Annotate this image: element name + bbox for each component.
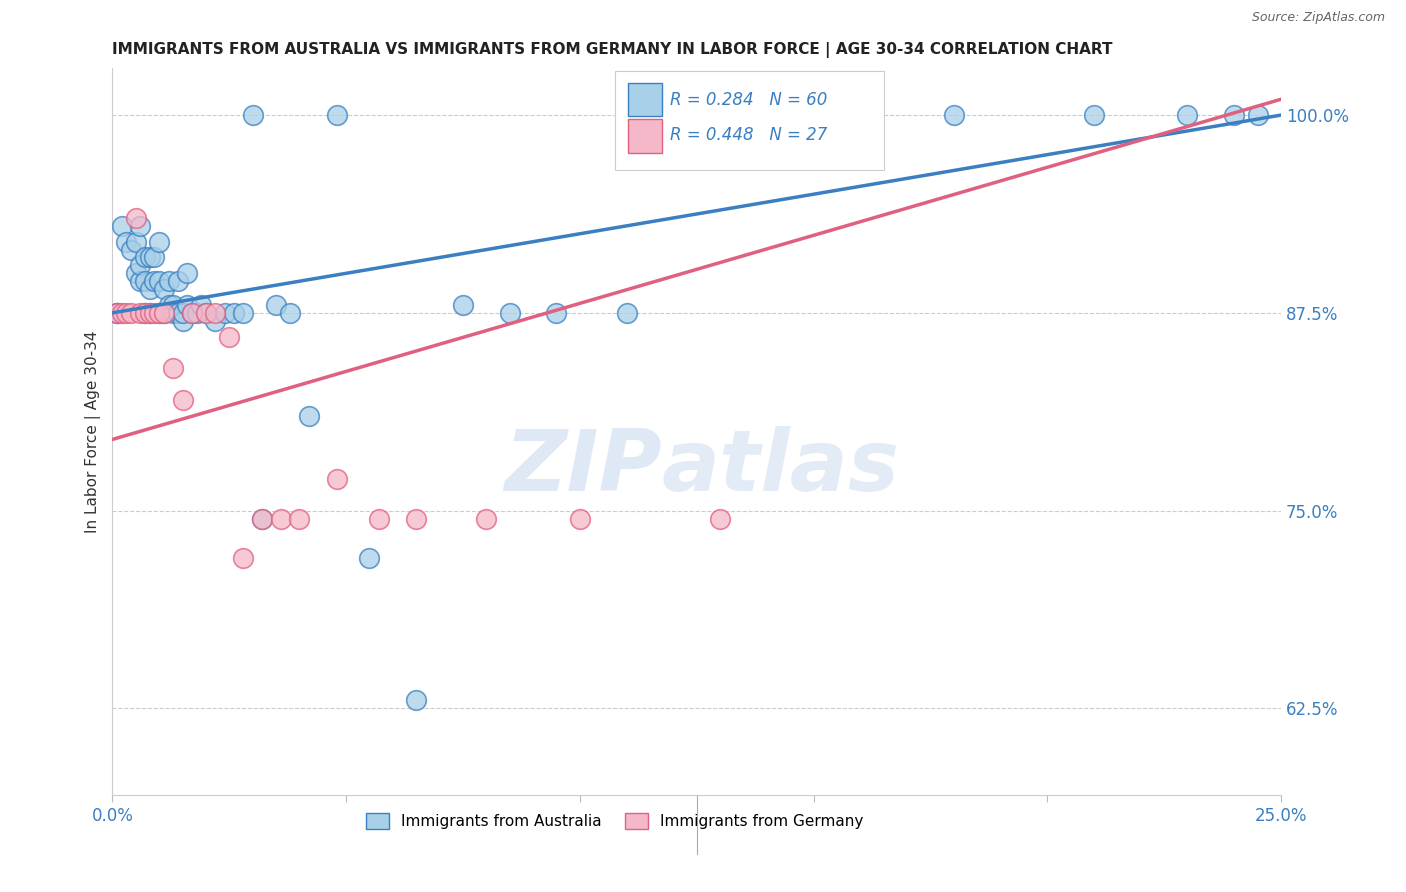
Point	[139, 251, 162, 265]
Point	[288, 511, 311, 525]
Point	[825, 108, 848, 122]
Point	[134, 251, 156, 265]
Point	[148, 306, 170, 320]
Point	[143, 251, 166, 265]
Text: Source: ZipAtlas.com: Source: ZipAtlas.com	[1251, 11, 1385, 24]
Point	[105, 306, 128, 320]
Point	[214, 306, 236, 320]
Point	[242, 108, 264, 122]
Point	[367, 511, 389, 525]
Point	[111, 219, 134, 233]
Point	[475, 511, 498, 525]
Text: atlas: atlas	[662, 426, 900, 509]
Point	[232, 306, 254, 320]
Point	[499, 306, 522, 320]
Point	[153, 282, 176, 296]
Point	[359, 551, 381, 566]
Point	[125, 211, 148, 225]
Point	[326, 472, 349, 486]
Point	[176, 266, 198, 280]
FancyBboxPatch shape	[627, 120, 662, 153]
Text: ZIP: ZIP	[503, 426, 662, 509]
Point	[162, 306, 184, 320]
Point	[129, 259, 152, 273]
Point	[1223, 108, 1246, 122]
Text: R = 0.448   N = 27: R = 0.448 N = 27	[669, 127, 827, 145]
Point	[166, 306, 188, 320]
Point	[105, 306, 128, 320]
Point	[1246, 108, 1268, 122]
Point	[270, 511, 292, 525]
Point	[143, 306, 166, 320]
Point	[162, 298, 184, 312]
Point	[264, 298, 287, 312]
Point	[616, 306, 638, 320]
Point	[568, 511, 591, 525]
Point	[405, 511, 427, 525]
Point	[1083, 108, 1105, 122]
Point	[172, 314, 194, 328]
Point	[129, 274, 152, 288]
Point	[180, 306, 202, 320]
Point	[129, 219, 152, 233]
Point	[153, 306, 176, 320]
FancyBboxPatch shape	[627, 83, 662, 117]
Point	[148, 306, 170, 320]
Point	[139, 282, 162, 296]
Point	[157, 274, 180, 288]
Point	[172, 306, 194, 320]
Point	[134, 274, 156, 288]
Point	[546, 306, 568, 320]
Point	[194, 306, 217, 320]
Point	[125, 235, 148, 249]
Point	[278, 306, 301, 320]
Point	[709, 511, 731, 525]
Point	[125, 266, 148, 280]
Point	[111, 306, 134, 320]
Point	[190, 298, 212, 312]
Point	[204, 314, 226, 328]
Point	[942, 108, 965, 122]
Point	[143, 274, 166, 288]
Point	[218, 329, 240, 343]
Point	[129, 306, 152, 320]
Point	[153, 306, 176, 320]
Point	[134, 306, 156, 320]
Point	[148, 235, 170, 249]
Point	[451, 298, 474, 312]
Point	[157, 298, 180, 312]
Point	[120, 306, 142, 320]
Point	[1177, 108, 1199, 122]
Point	[115, 235, 138, 249]
Point	[148, 274, 170, 288]
Point	[204, 306, 226, 320]
Legend: Immigrants from Australia, Immigrants from Germany: Immigrants from Australia, Immigrants fr…	[360, 807, 869, 835]
Point	[180, 306, 202, 320]
Point	[186, 306, 208, 320]
Point	[405, 693, 427, 707]
Point	[194, 306, 217, 320]
Point	[709, 108, 731, 122]
Y-axis label: In Labor Force | Age 30-34: In Labor Force | Age 30-34	[86, 330, 101, 533]
FancyBboxPatch shape	[614, 71, 883, 169]
Point	[326, 108, 349, 122]
Point	[298, 409, 321, 423]
Point	[105, 306, 128, 320]
Point	[166, 274, 188, 288]
Point	[162, 361, 184, 376]
Point	[134, 306, 156, 320]
Point	[232, 551, 254, 566]
Point	[139, 306, 162, 320]
Point	[176, 298, 198, 312]
Point	[250, 511, 273, 525]
Point	[139, 306, 162, 320]
Point	[222, 306, 245, 320]
Point	[120, 243, 142, 257]
Text: R = 0.284   N = 60: R = 0.284 N = 60	[669, 91, 827, 109]
Point	[115, 306, 138, 320]
Text: IMMIGRANTS FROM AUSTRALIA VS IMMIGRANTS FROM GERMANY IN LABOR FORCE | AGE 30-34 : IMMIGRANTS FROM AUSTRALIA VS IMMIGRANTS …	[112, 42, 1114, 58]
Point	[172, 392, 194, 407]
Point	[250, 511, 273, 525]
